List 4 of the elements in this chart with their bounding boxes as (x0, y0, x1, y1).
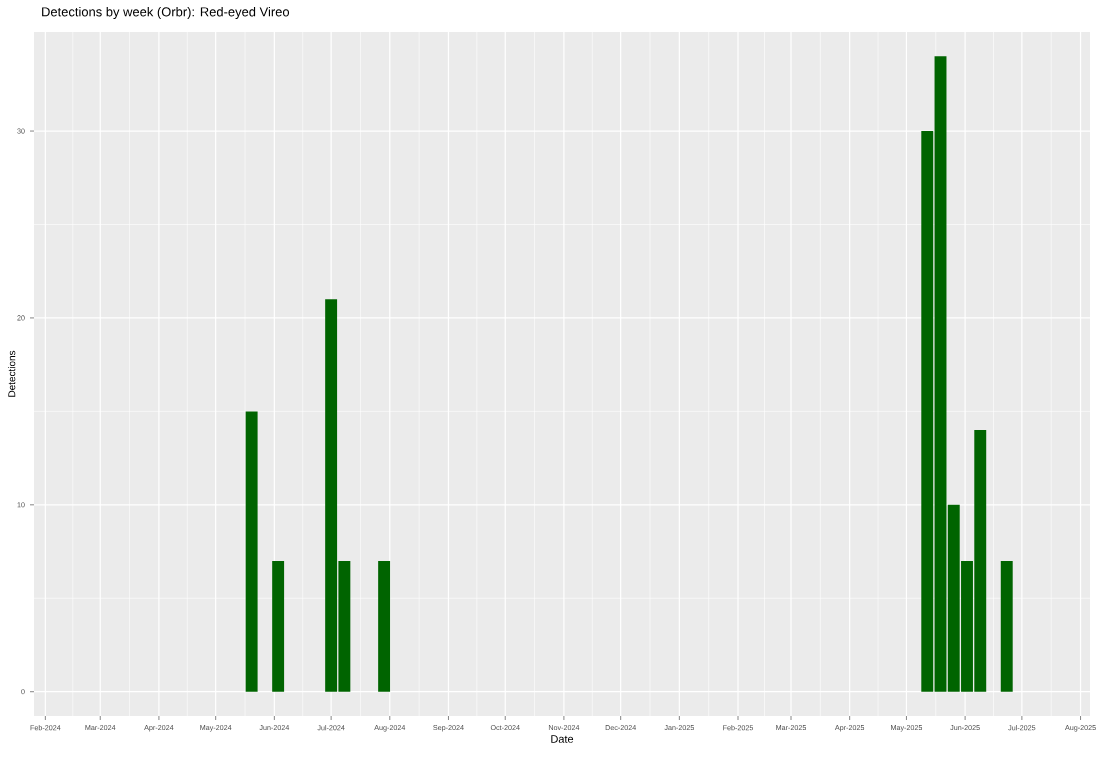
bar (245, 411, 258, 692)
bar (272, 560, 285, 692)
bar (378, 560, 391, 692)
bar (1000, 560, 1013, 692)
